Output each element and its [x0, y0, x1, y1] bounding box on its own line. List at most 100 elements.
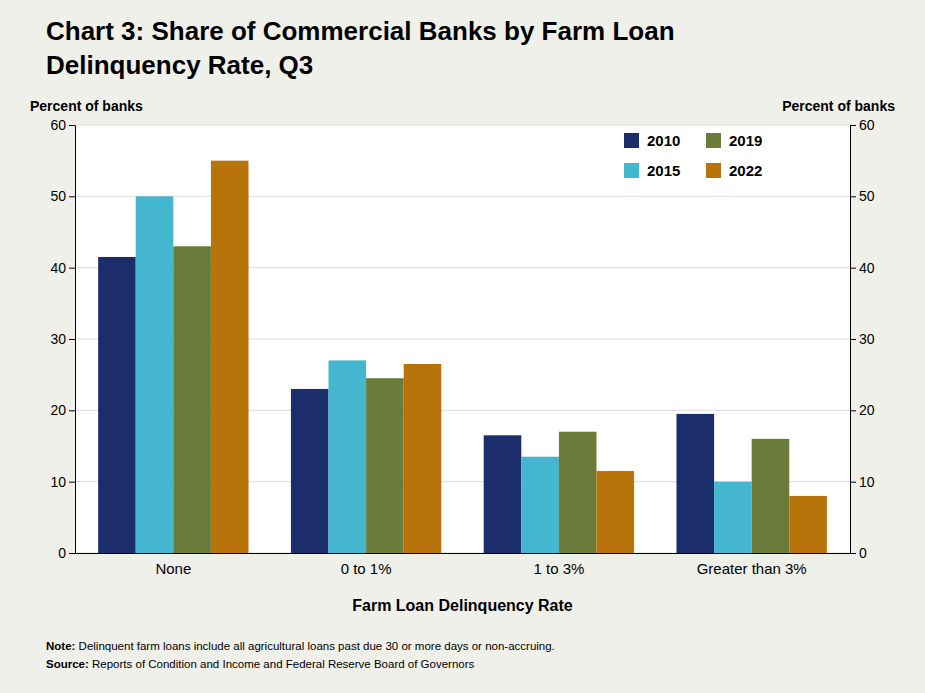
tick: 20 — [850, 402, 875, 418]
bar — [136, 196, 174, 553]
tick-mark — [69, 196, 75, 197]
tick-label: 0 — [859, 545, 867, 561]
legend-item: 2022 — [706, 162, 762, 179]
y-axis-title: Percent of banks — [30, 98, 143, 114]
tick-label: 60 — [50, 117, 66, 133]
tick: 30 — [50, 331, 75, 347]
legend-item: 2019 — [706, 132, 762, 149]
tick-label: Greater than 3% — [697, 560, 807, 577]
tick: 0 — [58, 545, 75, 561]
legend-swatch — [624, 163, 639, 178]
bar — [404, 364, 442, 553]
grid-line — [75, 125, 850, 126]
bar — [676, 414, 714, 553]
legend: 2010 2015 2019 2022 — [624, 132, 762, 179]
bar — [211, 161, 249, 553]
bar — [329, 360, 367, 553]
tick: Greater than 3% — [697, 560, 807, 577]
grid — [75, 125, 850, 553]
bar — [173, 246, 211, 553]
tick-mark — [69, 410, 75, 411]
legend-label: 2015 — [647, 162, 680, 179]
bar — [752, 439, 790, 553]
tick-mark — [850, 125, 856, 126]
plot: 0 10 20 30 40 50 60 0 10 20 30 40 50 60 None 0 to 1% 1 t… — [30, 98, 895, 614]
tick-label: 0 — [58, 545, 66, 561]
tick-mark — [850, 482, 856, 483]
tick: 60 — [50, 117, 75, 133]
legend-label: 2010 — [647, 132, 680, 149]
tick: 0 to 1% — [341, 560, 392, 577]
bar — [484, 435, 522, 553]
legend-item: 2010 — [624, 132, 680, 149]
bars — [98, 161, 827, 553]
legend-swatch — [624, 133, 639, 148]
x-axis-title: Farm Loan Delinquency Rate — [352, 597, 573, 614]
tick-label: 40 — [859, 260, 875, 276]
tick: 10 — [50, 474, 75, 490]
bar — [789, 496, 827, 553]
note-text: Reports of Condition and Income and Fede… — [89, 658, 475, 670]
tick: 30 — [850, 331, 875, 347]
plot-background — [75, 125, 850, 553]
tick: 50 — [50, 188, 75, 204]
tick-mark — [69, 339, 75, 340]
bar — [521, 457, 559, 553]
legend-swatch — [706, 133, 721, 148]
note-text: Delinquent farm loans include all agricu… — [75, 640, 554, 652]
tick-label: None — [155, 560, 191, 577]
tick-label: 50 — [50, 188, 66, 204]
tick-mark — [850, 553, 856, 554]
note: Source: Reports of Condition and Income … — [46, 658, 475, 670]
tick-mark — [850, 268, 856, 269]
note-label: Note: — [46, 640, 75, 652]
tick: None — [155, 560, 191, 577]
legend-item: 2015 — [624, 162, 680, 179]
title: Chart 3: Share of Commercial Banks by Fa… — [46, 16, 675, 46]
tick: 1 to 3% — [533, 560, 584, 577]
bar-series — [173, 246, 789, 553]
tick-label: 60 — [859, 117, 875, 133]
legend-label: 2022 — [729, 162, 762, 179]
tick: 20 — [50, 402, 75, 418]
x-axis-line — [76, 553, 851, 554]
bar — [98, 257, 136, 553]
chart: Chart 3: Share of Commercial Banks by Fa… — [0, 0, 925, 693]
bar — [559, 432, 597, 553]
tick-label: 20 — [50, 402, 66, 418]
tick-mark — [69, 268, 75, 269]
y2-axis: 0 10 20 30 40 50 60 — [850, 117, 875, 561]
tick: 40 — [50, 260, 75, 276]
bar — [596, 471, 634, 553]
tick: 10 — [850, 474, 875, 490]
tick-mark — [850, 196, 856, 197]
grid-line — [75, 196, 850, 197]
tick-label: 30 — [50, 331, 66, 347]
tick-mark — [69, 482, 75, 483]
note-label: Source: — [46, 658, 89, 670]
x-axis: None 0 to 1% 1 to 3% Greater than 3% — [76, 554, 851, 577]
bar — [714, 482, 752, 553]
tick-mark — [69, 125, 75, 126]
tick-label: 30 — [859, 331, 875, 347]
bar-series — [211, 161, 827, 553]
tick-label: 50 — [859, 188, 875, 204]
y2-axis-title: Percent of banks — [782, 98, 895, 114]
tick-label: 20 — [859, 402, 875, 418]
tick: 50 — [850, 188, 875, 204]
tick-label: 40 — [50, 260, 66, 276]
y-axis-line — [75, 126, 76, 554]
tick-mark — [850, 339, 856, 340]
title: Delinquency Rate, Q3 — [46, 50, 313, 80]
tick-label: 1 to 3% — [533, 560, 584, 577]
tick-label: 0 to 1% — [341, 560, 392, 577]
note: Note: Delinquent farm loans include all … — [46, 640, 555, 652]
tick-mark — [69, 553, 75, 554]
bar — [366, 378, 404, 553]
tick: 40 — [850, 260, 875, 276]
legend-label: 2019 — [729, 132, 762, 149]
bar — [291, 389, 329, 553]
tick-label: 10 — [50, 474, 66, 490]
legend-swatch — [706, 163, 721, 178]
tick-mark — [850, 410, 856, 411]
